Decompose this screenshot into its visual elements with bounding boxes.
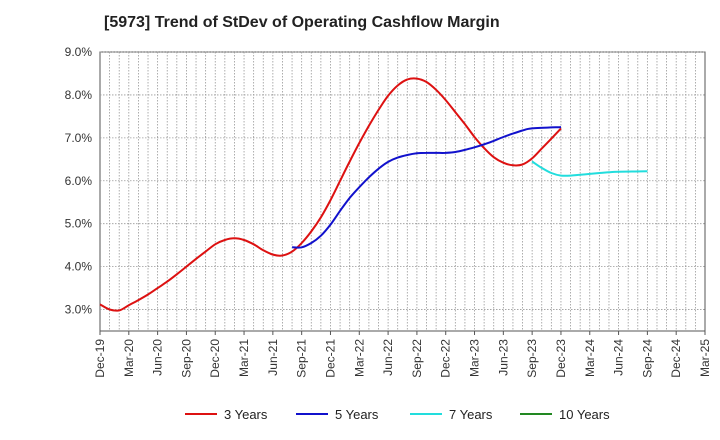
legend-label-10-years: 10 Years xyxy=(559,407,610,422)
x-tick-label: Dec-21 xyxy=(323,339,337,378)
x-tick-label: Mar-21 xyxy=(237,339,251,377)
x-tick-label: Sep-20 xyxy=(179,339,193,378)
legend: 3 Years 5 Years 7 Years 10 Years xyxy=(185,407,610,422)
x-tick-label: Mar-20 xyxy=(122,339,136,377)
series-line-7-years xyxy=(531,160,648,177)
x-tick-label: Dec-23 xyxy=(554,339,568,378)
legend-label-3-years: 3 Years xyxy=(224,407,268,422)
y-tick-label: 4.0% xyxy=(65,260,93,274)
series-line-3-years xyxy=(99,77,562,312)
x-tick-label: Mar-25 xyxy=(698,339,712,377)
x-tick-label: Dec-22 xyxy=(439,339,453,378)
y-tick-label: 9.0% xyxy=(65,45,93,59)
chart-title: [5973] Trend of StDev of Operating Cashf… xyxy=(104,14,500,31)
grid xyxy=(100,51,705,331)
x-tick-label: Dec-19 xyxy=(93,339,107,378)
x-tick-label: Sep-22 xyxy=(410,339,424,378)
series-line-5-years xyxy=(292,126,562,249)
x-tick-label: Mar-23 xyxy=(468,339,482,377)
x-tick-label: Mar-24 xyxy=(583,339,597,377)
y-tick-label: 8.0% xyxy=(65,88,93,102)
y-tick-label: 5.0% xyxy=(65,217,93,231)
x-tick-label: Jun-24 xyxy=(612,339,626,376)
legend-label-5-years: 5 Years xyxy=(335,407,379,422)
series-lines xyxy=(99,77,648,312)
x-tick-label: Jun-23 xyxy=(496,339,510,376)
x-tick-label: Mar-22 xyxy=(352,339,366,377)
y-tick-label: 7.0% xyxy=(65,131,93,145)
plot-area xyxy=(99,51,706,332)
y-tick-label: 6.0% xyxy=(65,174,93,188)
x-tick-label: Jun-22 xyxy=(381,339,395,376)
x-tick-label: Sep-24 xyxy=(640,339,654,378)
x-tick-label: Dec-24 xyxy=(669,339,683,378)
x-tick-label: Jun-20 xyxy=(151,339,165,376)
y-tick-label: 3.0% xyxy=(65,303,93,317)
legend-label-7-years: 7 Years xyxy=(449,407,493,422)
x-tick-label: Jun-21 xyxy=(266,339,280,376)
y-axis-ticks: 3.0% 4.0% 5.0% 6.0% 7.0% 8.0% 9.0% xyxy=(65,45,93,317)
x-tick-label: Dec-20 xyxy=(208,339,222,378)
x-tick-label: Sep-21 xyxy=(295,339,309,378)
x-axis-ticks: Dec-19 Mar-20 Jun-20 Sep-20 Dec-20 Mar-21 Jun-… xyxy=(93,331,712,378)
x-tick-label: Sep-23 xyxy=(525,339,539,378)
